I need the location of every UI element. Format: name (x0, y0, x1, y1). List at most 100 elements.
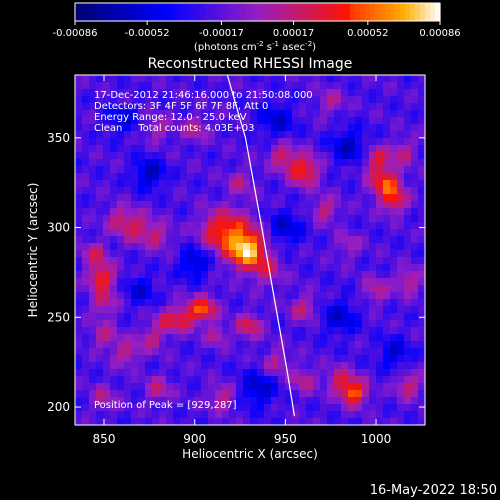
heatmap-cell (327, 222, 335, 230)
heatmap-cell (327, 390, 335, 398)
heatmap-cell (278, 131, 286, 139)
heatmap-cell (285, 271, 293, 279)
heatmap-cell (229, 173, 237, 181)
heatmap-cell (362, 166, 370, 174)
heatmap-cell (285, 348, 293, 356)
heatmap-cell (250, 369, 258, 377)
colorbar-segment (365, 3, 371, 21)
heatmap-cell (404, 124, 412, 132)
heatmap-cell (124, 341, 132, 349)
heatmap-cell (397, 341, 405, 349)
heatmap-cell (397, 418, 405, 425)
heatmap-cell (82, 313, 90, 321)
heatmap-cell (201, 376, 209, 384)
heatmap-cell (138, 187, 146, 195)
heatmap-cell (166, 89, 174, 97)
heatmap-cell (285, 159, 293, 167)
heatmap-cell (355, 348, 363, 356)
heatmap-cell (159, 348, 167, 356)
heatmap-cell (138, 236, 146, 244)
colorbar-segment (405, 3, 411, 21)
heatmap-cell (341, 117, 349, 125)
heatmap-cell (404, 201, 412, 209)
heatmap-cell (75, 236, 83, 244)
heatmap-cell (201, 278, 209, 286)
heatmap-cell (194, 96, 202, 104)
colorbar-segment (265, 3, 271, 21)
heatmap-cell (243, 201, 251, 209)
heatmap-cell (229, 320, 237, 328)
heatmap-cell (222, 180, 230, 188)
heatmap-cell (285, 362, 293, 370)
heatmap-cell (229, 145, 237, 153)
heatmap-cell (355, 320, 363, 328)
heatmap-cell (362, 117, 370, 125)
heatmap-cell (341, 173, 349, 181)
heatmap-cell (166, 180, 174, 188)
heatmap-cell (215, 355, 223, 363)
colorbar-segment (130, 3, 136, 21)
heatmap-cell (187, 215, 195, 223)
heatmap-cell (138, 96, 146, 104)
heatmap-cell (229, 75, 237, 83)
heatmap-cell (257, 124, 265, 132)
heatmap-cell (313, 327, 321, 335)
heatmap-cell (320, 285, 328, 293)
heatmap-cell (348, 264, 356, 272)
heatmap-cell (89, 166, 97, 174)
heatmap-cell (124, 285, 132, 293)
colorbar-segment (370, 3, 376, 21)
heatmap-cell (229, 334, 237, 342)
heatmap-cell (145, 313, 153, 321)
heatmap-cell (152, 229, 160, 237)
heatmap-cell (159, 166, 167, 174)
heatmap-cell (390, 194, 398, 202)
heatmap-cell (292, 187, 300, 195)
heatmap-cell (180, 299, 188, 307)
heatmap-cell (159, 362, 167, 370)
heatmap-cell (271, 313, 279, 321)
heatmap-cell (383, 306, 391, 314)
heatmap-cell (166, 285, 174, 293)
heatmap-cell (404, 103, 412, 111)
heatmap-cell (257, 355, 265, 363)
heatmap-cell (376, 124, 384, 132)
heatmap-cell (320, 418, 328, 425)
heatmap-cell (341, 187, 349, 195)
heatmap-cell (82, 75, 90, 83)
heatmap-cell (327, 187, 335, 195)
heatmap-cell (348, 159, 356, 167)
heatmap-cell (327, 138, 335, 146)
heatmap-cell (145, 201, 153, 209)
heatmap-cell (159, 390, 167, 398)
heatmap-cell (103, 82, 111, 90)
heatmap-cell (376, 215, 384, 223)
heatmap-cell (131, 180, 139, 188)
heatmap-cell (376, 75, 384, 83)
colorbar-segment (400, 3, 406, 21)
heatmap-cell (89, 404, 97, 412)
heatmap-cell (166, 411, 174, 419)
heatmap-cell (201, 201, 209, 209)
heatmap-cell (82, 236, 90, 244)
heatmap-cell (201, 236, 209, 244)
colorbar-segment (210, 3, 216, 21)
heatmap-cell (180, 103, 188, 111)
heatmap-cell (229, 264, 237, 272)
heatmap-cell (222, 124, 230, 132)
heatmap-cell (243, 306, 251, 314)
heatmap-cell (285, 257, 293, 265)
heatmap-cell (236, 250, 244, 258)
heatmap-cell (201, 383, 209, 391)
heatmap-cell (152, 124, 160, 132)
heatmap-cell (320, 222, 328, 230)
y-axis-label: Heliocentric Y (arcsec) (26, 183, 40, 318)
heatmap-cell (285, 299, 293, 307)
heatmap-cell (173, 166, 181, 174)
heatmap-cell (327, 229, 335, 237)
heatmap-cell (376, 285, 384, 293)
heatmap-cell (264, 320, 272, 328)
heatmap-cell (110, 145, 118, 153)
heatmap-cell (320, 257, 328, 265)
heatmap-cell (75, 201, 83, 209)
